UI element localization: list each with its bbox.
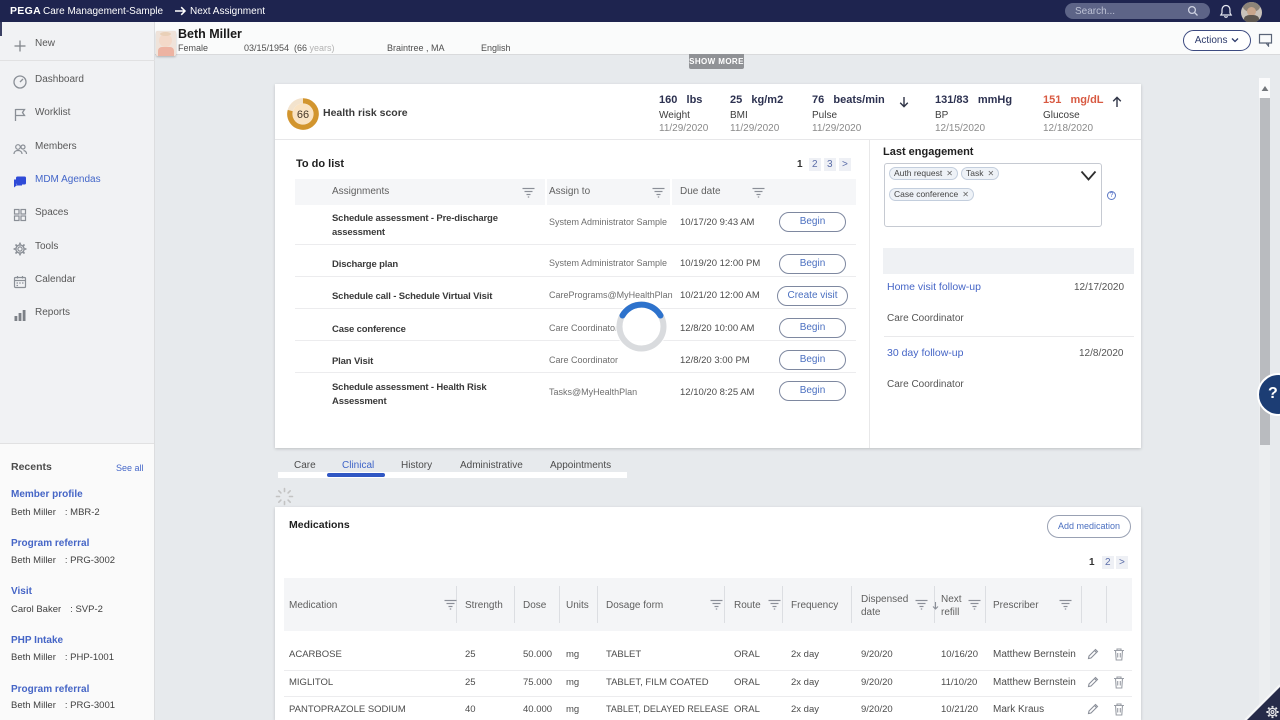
svg-text:66: 66: [297, 109, 309, 121]
